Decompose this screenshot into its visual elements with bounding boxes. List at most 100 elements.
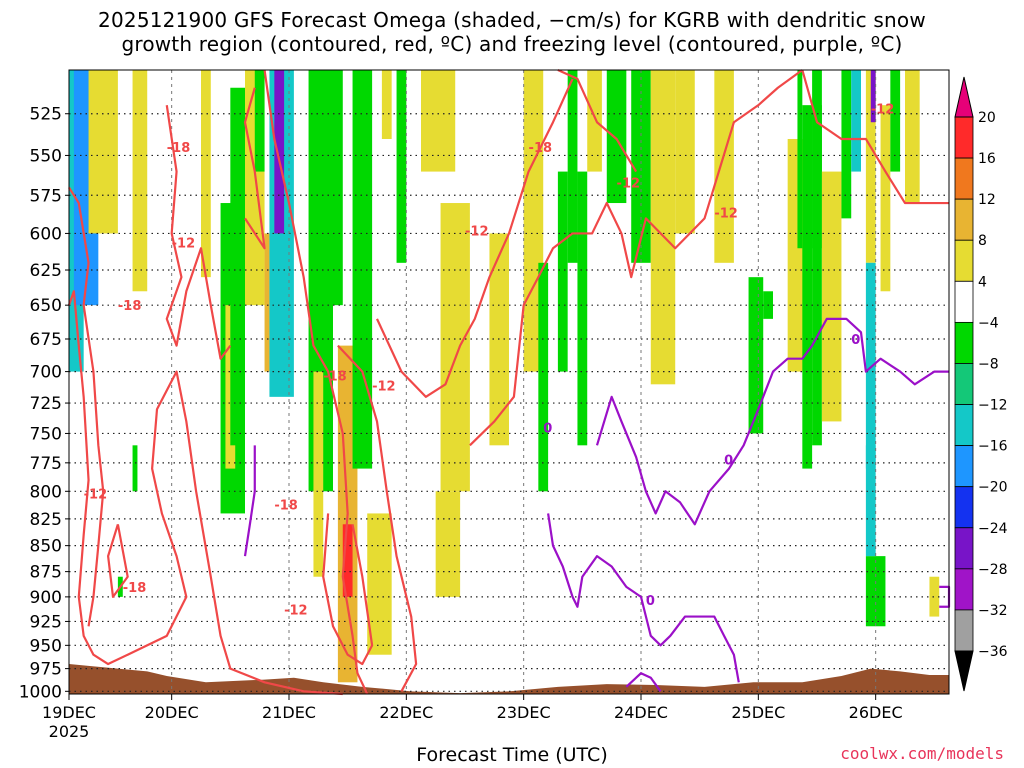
colorbar-top-arrow — [954, 76, 974, 118]
omega-cell — [606, 70, 627, 204]
colorbar-swatch — [954, 568, 974, 611]
omega-cell — [748, 277, 764, 434]
dgz-contour-line — [68, 186, 105, 627]
dgz-contour-label: -18 — [118, 299, 142, 314]
omega-cell — [802, 105, 813, 469]
dgz-contour-label: -18 — [529, 141, 553, 156]
colorbar-label: 4 — [978, 274, 987, 290]
x-tick-label: 22DEC — [379, 703, 433, 722]
y-tick-label: 800 — [30, 482, 62, 502]
freezing-level-contour-line — [595, 317, 949, 526]
omega-cell — [675, 70, 695, 234]
omega-cell — [870, 70, 876, 123]
freezing-level-contour-line — [243, 445, 256, 557]
colorbar-label: 12 — [978, 192, 996, 208]
omega-cell — [538, 262, 549, 492]
omega-cell — [865, 70, 876, 263]
omega-cell — [132, 70, 148, 292]
colorbar-label: −32 — [978, 603, 1008, 619]
omega-cell — [264, 233, 270, 372]
colorbar-swatch — [954, 239, 974, 282]
x-tick-label: 21DEC — [262, 703, 316, 722]
colorbar-label: −12 — [978, 398, 1008, 414]
dgz-contour-line — [469, 69, 803, 447]
y-tick-label: 650 — [30, 296, 62, 316]
dgz-contour-label: -12 — [714, 206, 738, 221]
dgz-contour-line — [801, 69, 949, 205]
x-tick-label: 24DEC — [614, 703, 668, 722]
dgz-contour-label: -12 — [84, 488, 108, 503]
dgz-contour-line — [263, 69, 369, 695]
omega-cell — [797, 70, 803, 249]
dgz-contour-label: -12 — [284, 604, 308, 619]
omega-cell — [631, 70, 651, 263]
omega-cell — [577, 171, 588, 446]
y-tick-label: 825 — [30, 510, 62, 530]
omega-cell — [328, 70, 343, 306]
site-credit: coolwx.com/models — [840, 744, 1004, 763]
x-tick-label: 23DEC — [497, 703, 551, 722]
dgz-contour-label: -18 — [323, 369, 347, 384]
omega-cell — [201, 70, 211, 278]
omega-cell — [274, 70, 285, 234]
omega-shading-layer — [69, 70, 940, 683]
colorbar-label: 8 — [978, 233, 987, 249]
x-tick-label: 20DEC — [145, 703, 199, 722]
colorbar-swatch — [954, 486, 974, 529]
freezing-contour-label: 0 — [851, 333, 860, 348]
y-tick-label: 850 — [30, 537, 62, 557]
colorbar-label: −36 — [978, 644, 1008, 660]
y-tick-label: 875 — [30, 563, 62, 583]
y-tick-label: 600 — [30, 224, 62, 244]
omega-cell — [812, 105, 822, 446]
omega-cell — [254, 70, 265, 172]
omega-cell — [714, 70, 734, 263]
colorbar-label: −28 — [978, 562, 1008, 578]
colorbar-label: 16 — [978, 151, 996, 167]
colorbar-label: −16 — [978, 439, 1008, 455]
omega-cell — [342, 524, 353, 597]
colorbar-swatch — [954, 116, 974, 159]
omega-cell — [396, 70, 407, 263]
y-tick-label: 750 — [30, 424, 62, 444]
omega-cell — [313, 371, 324, 577]
omega-cell — [88, 70, 118, 234]
dgz-contour-label: -12 — [871, 103, 895, 118]
dgz-contour-line — [376, 78, 574, 398]
dgz-contour-line — [165, 104, 232, 360]
y-tick-label: 625 — [30, 261, 62, 281]
dgz-contour-layer — [67, 68, 949, 696]
contour-label-layer: -18 -12 -18 -12 -18 -12 -18 -18 -12 -18 -12 -12 -12 0… — [84, 103, 895, 619]
omega-cell — [880, 105, 891, 292]
dgz-contour-label: -12 — [372, 380, 396, 395]
y-tick-label: 775 — [30, 454, 62, 474]
x-axis: 19DEC 20DEC 21DEC 22DEC 23DEC 24DEC 25DEC 26DEC… — [42, 694, 903, 741]
y-axis: 525 550 575 600 625 650 675 700 725 750 775 800 825 8… — [19, 105, 69, 702]
omega-cell — [865, 262, 876, 469]
omega-cell — [587, 70, 602, 172]
colorbar-swatch — [954, 527, 974, 570]
x-tick-label: 26DEC — [849, 703, 903, 722]
y-tick-label: 1000 — [19, 682, 62, 702]
y-tick-label: 675 — [30, 330, 62, 350]
colorbar: 20 16 12 8 4 −4 −8 −12 −16 −20 −24 −28 −32 −36 — [954, 76, 1008, 692]
dgz-contour-line — [243, 87, 266, 250]
omega-cell — [421, 70, 456, 172]
plot-frame — [68, 69, 950, 695]
dgz-contour-line — [322, 513, 374, 666]
omega-cell — [381, 70, 392, 139]
omega-cell — [440, 203, 470, 492]
dgz-contour-label: -18 — [123, 581, 146, 596]
colorbar-swatch — [954, 198, 974, 241]
omega-cell — [352, 70, 373, 469]
omega-cell — [865, 556, 886, 627]
y-tick-label: 550 — [30, 146, 62, 166]
y-tick-label: 700 — [30, 363, 62, 383]
omega-cell — [821, 171, 842, 422]
omega-cell — [929, 576, 940, 617]
y-tick-label: 525 — [30, 105, 62, 125]
x-year-label: 2025 — [49, 722, 90, 741]
dgz-contour-label: -18 — [167, 141, 191, 156]
colorbar-swatch — [954, 445, 974, 488]
